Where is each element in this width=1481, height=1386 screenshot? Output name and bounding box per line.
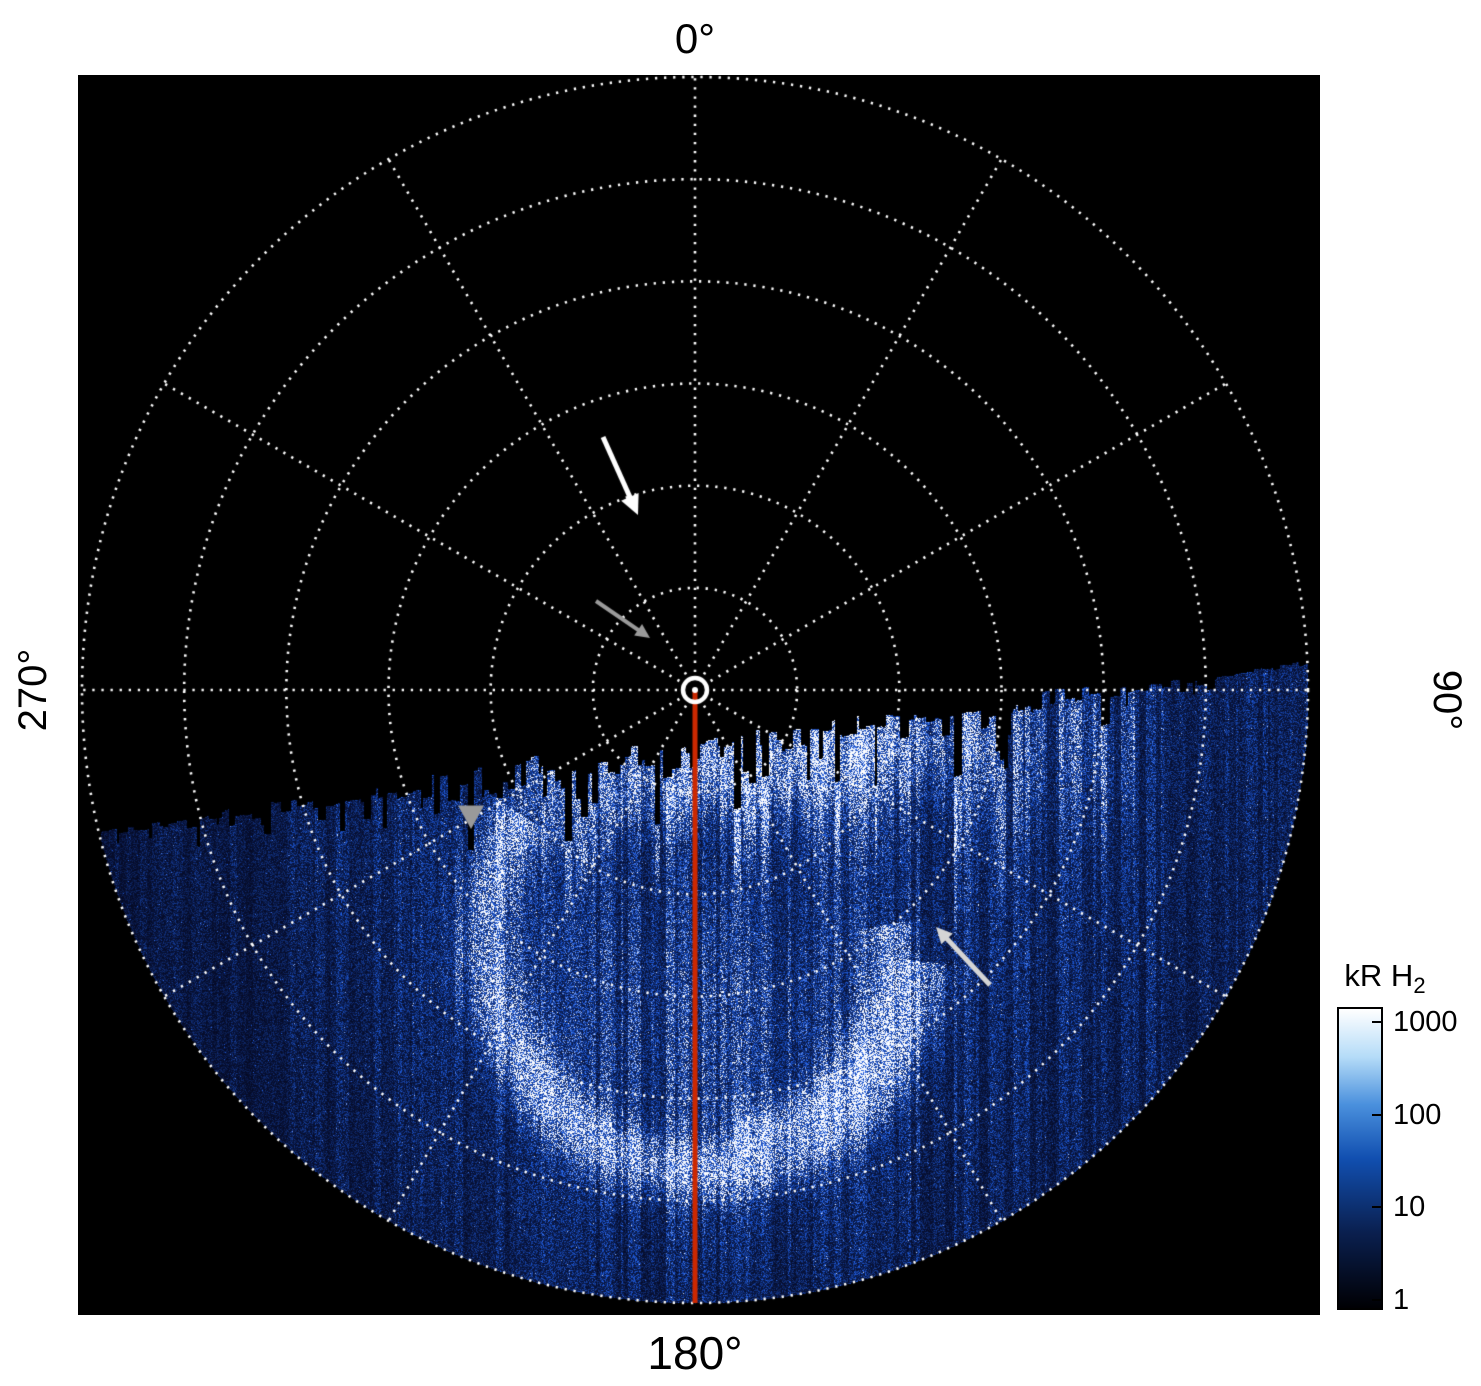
colorbar-tick-10: 10 — [1393, 1191, 1426, 1223]
colorbar-tick-mark — [1372, 1206, 1381, 1208]
colorbar-title-main: kR H — [1344, 958, 1414, 993]
colorbar-gradient — [1337, 1007, 1383, 1310]
colorbar-tick-100: 100 — [1393, 1099, 1442, 1131]
angle-label-0: 0° — [674, 15, 716, 62]
colorbar-title: kR H2 — [1310, 958, 1460, 998]
colorbar-tick-mark — [1372, 1114, 1381, 1116]
angle-label-90: 90° — [1425, 669, 1469, 731]
colorbar-title-sub: 2 — [1413, 973, 1426, 999]
colorbar-tick-mark — [1372, 1299, 1381, 1301]
colorbar-tick-1000: 1000 — [1393, 1006, 1458, 1038]
plot-area — [78, 75, 1320, 1315]
angle-label-180: 180° — [647, 1327, 743, 1379]
aurora-polar-canvas — [78, 75, 1320, 1315]
colorbar-tick-1: 1 — [1393, 1284, 1410, 1316]
angle-label-270: 270° — [11, 648, 55, 732]
colorbar-tick-mark — [1372, 1021, 1381, 1023]
